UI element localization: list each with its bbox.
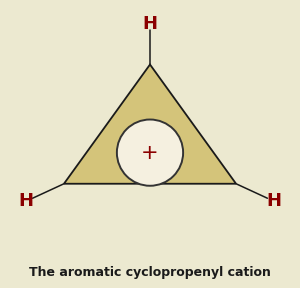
Polygon shape (64, 65, 236, 184)
Text: The aromatic cyclopropenyl cation: The aromatic cyclopropenyl cation (29, 266, 271, 279)
Text: +: + (141, 143, 159, 163)
Text: H: H (142, 15, 158, 33)
Circle shape (117, 120, 183, 186)
Text: H: H (19, 192, 34, 210)
Text: H: H (266, 192, 281, 210)
